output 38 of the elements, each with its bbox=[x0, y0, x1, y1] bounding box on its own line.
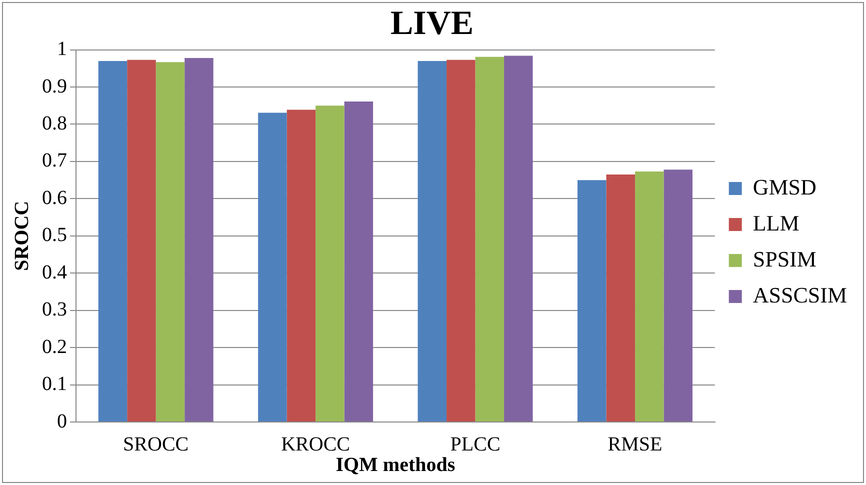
bar bbox=[504, 56, 533, 422]
y-tick-label: 0.6 bbox=[42, 186, 67, 209]
y-tick-label: 0 bbox=[57, 410, 67, 432]
legend-label: SPSIM bbox=[752, 246, 816, 272]
y-tick-label: 0.7 bbox=[42, 150, 67, 172]
y-tick-label: 0.2 bbox=[42, 336, 67, 358]
bar bbox=[475, 56, 504, 422]
y-tick-label: 0.4 bbox=[42, 261, 67, 284]
bar bbox=[446, 60, 476, 422]
x-tick-label: KROCC bbox=[281, 433, 350, 456]
x-tick-label: PLCC bbox=[450, 433, 500, 456]
bar bbox=[286, 110, 316, 422]
y-tick-label: 1 bbox=[57, 38, 67, 60]
bar bbox=[344, 102, 374, 422]
bar bbox=[258, 112, 287, 422]
bar bbox=[664, 170, 692, 422]
y-tick-label: 0.1 bbox=[42, 373, 67, 396]
legend-label: ASSCSIM bbox=[752, 282, 847, 308]
y-tick-label: 0.5 bbox=[42, 224, 67, 246]
bar bbox=[316, 106, 344, 422]
y-tick-label: 0.3 bbox=[42, 298, 67, 321]
y-tick-label: 0.8 bbox=[42, 112, 67, 134]
x-axis-title: IQM methods bbox=[336, 454, 456, 476]
bar bbox=[418, 60, 447, 422]
bar bbox=[606, 174, 635, 422]
y-axis-title: SROCC bbox=[11, 200, 34, 271]
bar bbox=[98, 60, 128, 422]
bar bbox=[184, 58, 214, 422]
legend-label: LLM bbox=[752, 210, 800, 236]
chart-title: LIVE bbox=[390, 5, 474, 42]
bar bbox=[634, 172, 664, 422]
bar bbox=[577, 180, 606, 422]
x-tick-label: SROCC bbox=[123, 433, 189, 456]
x-tick-label: RMSE bbox=[608, 433, 662, 456]
legend-label: GMSD bbox=[752, 174, 816, 200]
y-tick-label: 0.9 bbox=[42, 75, 67, 98]
bar bbox=[127, 60, 156, 422]
bar bbox=[156, 62, 185, 422]
